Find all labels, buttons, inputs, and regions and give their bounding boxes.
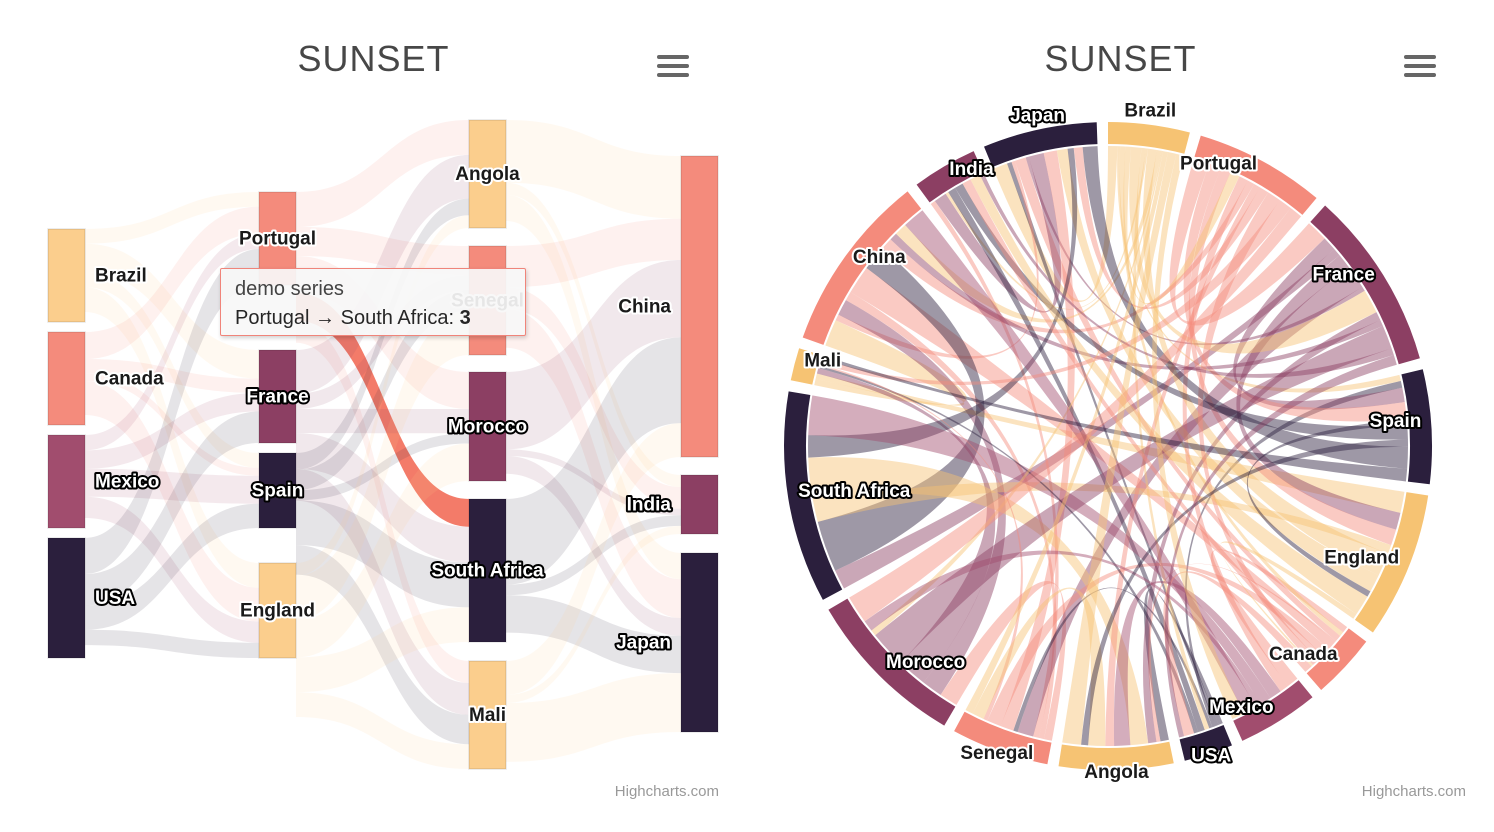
- svg-text:England: England: [1324, 547, 1399, 568]
- svg-text:Portugal: Portugal: [1180, 154, 1257, 175]
- svg-text:Mali: Mali: [804, 351, 841, 372]
- svg-text:South Africa: South Africa: [798, 481, 911, 502]
- svg-text:France: France: [1312, 264, 1374, 285]
- svg-text:Morocco: Morocco: [448, 417, 527, 438]
- svg-text:Spain: Spain: [1370, 411, 1422, 432]
- svg-text:India: India: [949, 159, 994, 180]
- svg-text:India: India: [627, 495, 672, 516]
- svg-text:Brazil: Brazil: [1124, 101, 1176, 122]
- svg-text:Canada: Canada: [95, 369, 164, 390]
- svg-text:Mexico: Mexico: [95, 472, 159, 493]
- svg-text:Japan: Japan: [1010, 106, 1065, 127]
- svg-text:Portugal: Portugal: [239, 229, 316, 250]
- svg-text:USA: USA: [1191, 746, 1231, 767]
- svg-text:England: England: [240, 601, 315, 622]
- svg-text:Mexico: Mexico: [1209, 697, 1273, 718]
- svg-text:China: China: [853, 247, 906, 268]
- svg-text:Brazil: Brazil: [95, 266, 147, 287]
- svg-text:USA: USA: [95, 588, 135, 609]
- svg-text:China: China: [618, 297, 671, 318]
- svg-text:South Africa: South Africa: [431, 561, 544, 582]
- svg-text:France: France: [246, 387, 308, 408]
- svg-text:Canada: Canada: [1269, 644, 1338, 665]
- svg-text:Morocco: Morocco: [886, 652, 965, 673]
- svg-text:Japan: Japan: [616, 633, 671, 654]
- svg-text:Angola: Angola: [1084, 762, 1149, 783]
- svg-text:Senegal: Senegal: [960, 743, 1033, 764]
- svg-text:Spain: Spain: [252, 481, 304, 502]
- svg-text:Angola: Angola: [455, 164, 520, 185]
- svg-text:Mali: Mali: [469, 705, 506, 726]
